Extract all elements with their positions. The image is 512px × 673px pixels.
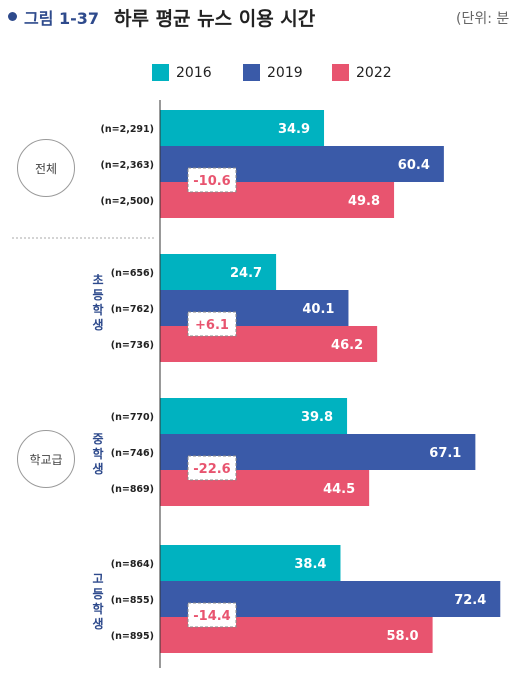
bar-value-label: 46.2 [331,338,363,353]
change-box-elementary [187,311,237,337]
bar-elementary-2016 [160,254,277,290]
chart-header: 그림 1-37 하루 평균 뉴스 이용 시간 (단위: 분 [0,0,512,40]
sample-size-label: (n=864) [111,559,154,570]
bar-value-label: 40.1 [302,302,334,317]
bullet-dot-icon [8,12,17,21]
bar-middle-2016 [160,398,348,434]
sample-size-label: (n=762) [111,304,154,315]
change-box-middle [187,455,237,481]
change-value-label: -22.6 [193,462,230,477]
legend-label-2016: 2016 [176,65,212,81]
sample-size-label: (n=855) [111,595,154,606]
group-label-high: 고등학생 [92,572,104,631]
sample-size-label: (n=656) [111,268,154,279]
legend-swatch-2019 [243,64,260,81]
sample-size-label: (n=736) [111,340,154,351]
group-circle-overall: 전체 [17,139,75,197]
change-value-label: +6.1 [195,318,229,333]
change-value-label: -10.6 [193,174,230,189]
unit-label: (단위: 분 [456,11,510,27]
group-label-elementary: 초등학생 [92,273,104,332]
legend: 2016 2019 2022 [0,63,512,83]
bar-value-label: 34.9 [278,122,310,137]
change-box-overall [187,167,237,193]
bar-high-2016 [160,545,341,581]
legend-label-2019: 2019 [267,65,303,81]
sample-size-label: (n=2,363) [101,160,154,171]
bar-value-label: 39.8 [301,410,333,425]
bar-value-label: 67.1 [429,446,461,461]
legend-swatch-2016 [152,64,169,81]
sample-size-label: (n=2,291) [101,124,154,135]
sample-size-label: (n=770) [111,412,154,423]
change-box-high [187,602,237,628]
figure-label: 그림 1-37 [24,9,100,28]
bar-value-label: 38.4 [294,557,326,572]
group-label-middle: 중학생 [92,432,104,476]
bar-value-label: 60.4 [398,158,430,173]
sample-size-label: (n=895) [111,631,154,642]
bar-value-label: 49.8 [348,194,380,209]
legend-swatch-2022 [332,64,349,81]
bar-overall-2016 [160,110,325,146]
sample-size-label: (n=746) [111,448,154,459]
bar-value-label: 24.7 [230,266,262,281]
chart-title: 하루 평균 뉴스 이용 시간 [114,8,316,30]
change-value-label: -14.4 [193,609,230,624]
bar-value-label: 72.4 [454,593,486,608]
legend-label-2022: 2022 [356,65,392,81]
group-circle-school-level: 학교급 [17,430,75,488]
bar-value-label: 58.0 [387,629,419,644]
sample-size-label: (n=2,500) [101,196,154,207]
bar-value-label: 44.5 [323,482,355,497]
sample-size-label: (n=869) [111,484,154,495]
